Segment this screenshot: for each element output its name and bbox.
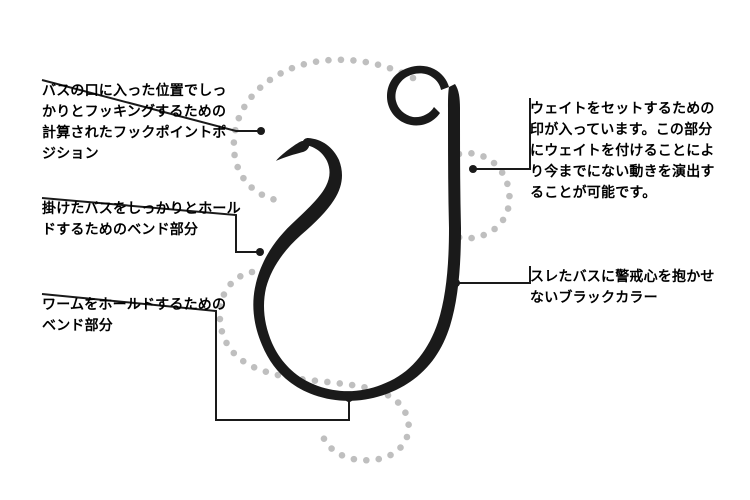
hook-barb	[276, 138, 309, 161]
hook-shank	[253, 84, 461, 401]
callout-label: ワームをホールドするためのベンド部分	[42, 294, 227, 336]
callout-leader	[456, 266, 530, 283]
callout-anchor-dot	[469, 165, 477, 173]
diagram-svg	[0, 0, 750, 500]
callout-anchor-dot	[452, 279, 460, 287]
callout-anchor-dot	[257, 127, 265, 135]
diagram-stage: バスの口に入った位置でしっかりとフッキングするための計算されたフックポイントポジ…	[0, 0, 750, 500]
callout-label: バスの口に入った位置でしっかりとフッキングするための計算されたフックポイントポジ…	[42, 80, 237, 164]
callout-label: スレたバスに警戒心を抱かせないブラックカラー	[530, 266, 715, 308]
callout-label: 掛けたバスをしっかりとホールドするためのベンド部分	[42, 198, 242, 240]
callout-label: ウェイトをセットするための印が入っています。この部分にウェイトを付けることにより…	[530, 98, 715, 203]
hook-eye	[387, 66, 449, 126]
callout-anchor-dot	[345, 394, 353, 402]
callout-anchor-dot	[256, 248, 264, 256]
